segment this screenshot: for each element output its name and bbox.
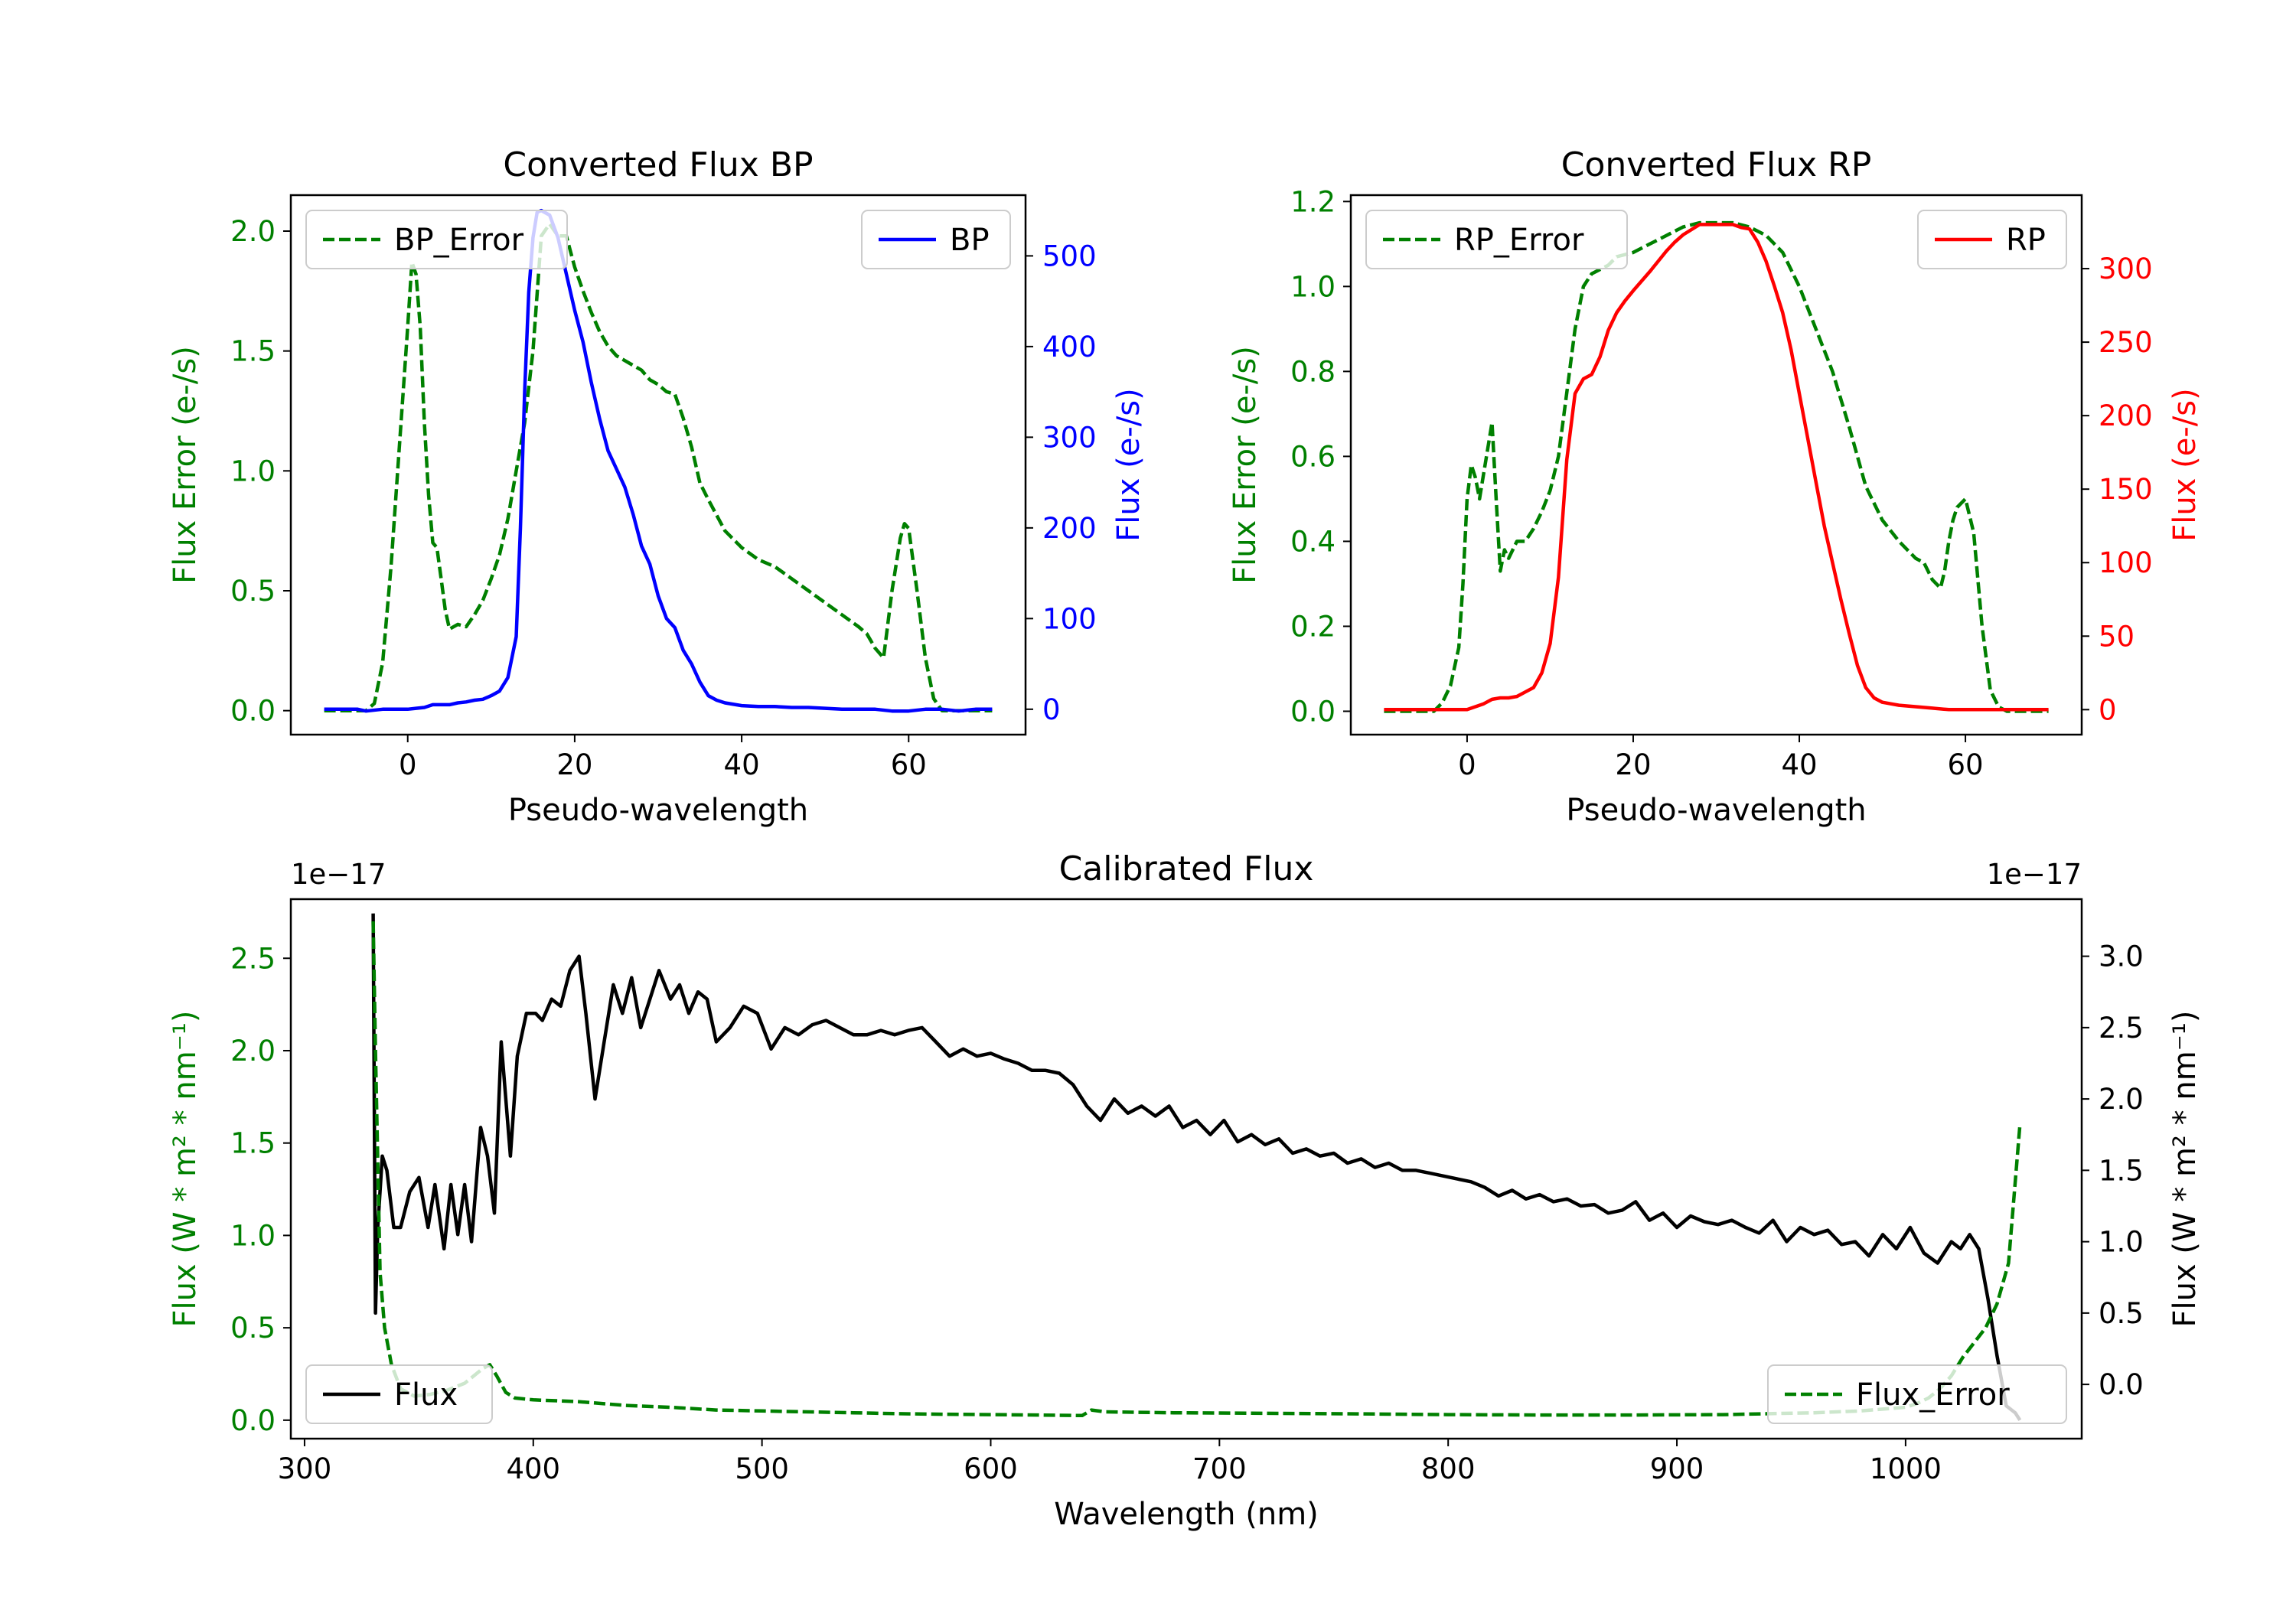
- series-flux-error-line: [371, 921, 2022, 1418]
- plot-frame: [1349, 194, 2083, 736]
- left-tick-label: 1.2: [1290, 185, 1336, 218]
- subplot-bp: Converted Flux BP 0 20 40 60 Pseudo-wavelengt…: [168, 145, 1146, 828]
- subplot-title: Converted Flux BP: [503, 145, 813, 184]
- subplot-title: Converted Flux RP: [1561, 145, 1872, 184]
- series-flux-line: [371, 913, 2022, 1422]
- left-tick-label: 0.4: [1290, 525, 1336, 558]
- x-tick-label: 60: [1948, 748, 1984, 781]
- legend-label: Flux_Error: [1856, 1377, 2010, 1413]
- left-tick-label: 2.5: [230, 942, 276, 975]
- subplot-cal: Calibrated Flux 300 400 500 600 700 800 900 1000…: [168, 849, 2203, 1532]
- legend-flux-error: Flux_Error: [1767, 1364, 2067, 1424]
- x-tick-label: 0: [399, 748, 417, 781]
- left-tick-label: 0.0: [230, 695, 276, 728]
- x-tick-label: 600: [964, 1452, 1018, 1485]
- right-axis-label: Flux (e-/s): [2167, 388, 2203, 541]
- legend-rp: RP: [1917, 210, 2067, 269]
- right-tick-label: 0.0: [2099, 1368, 2144, 1401]
- x-tick-label: 20: [556, 748, 592, 781]
- right-tick-label: 300: [1042, 421, 1097, 454]
- legend-label: RP: [2006, 223, 2046, 258]
- right-tick-label: 500: [1042, 240, 1097, 272]
- x-tick-label: 0: [1458, 748, 1476, 781]
- x-axis-label: Wavelength (nm): [1054, 1497, 1319, 1532]
- legend-box: [1365, 210, 1628, 269]
- left-tick-label: 0.6: [1290, 440, 1336, 473]
- legend-box: [305, 210, 568, 269]
- left-tick-label: 0.0: [230, 1404, 276, 1437]
- right-tick-label: 3.0: [2099, 940, 2144, 973]
- right-tick-label: 200: [1042, 512, 1097, 545]
- legend-box: [1767, 1364, 2067, 1424]
- left-tick-label: 1.5: [230, 1127, 276, 1160]
- x-tick-label: 800: [1421, 1452, 1476, 1485]
- right-tick-label: 0.5: [2099, 1297, 2144, 1330]
- left-axis-label: Flux (W * m² * nm⁻¹): [168, 1011, 203, 1328]
- x-tick-label: 60: [891, 748, 927, 781]
- series-rp-error-line: [1384, 220, 2049, 713]
- legend-bp: BP: [861, 210, 1011, 269]
- x-axis-label: Pseudo-wavelength: [508, 793, 808, 828]
- left-tick-label: 1.0: [230, 455, 276, 487]
- left-offset-text: 1e−17: [291, 858, 386, 891]
- right-tick-label: 100: [2099, 546, 2153, 579]
- x-tick-label: 40: [1781, 748, 1817, 781]
- subplot-rp: Converted Flux RP 0 20 40 60 Pseudo-wavelengt…: [1228, 145, 2203, 828]
- legend-label: RP_Error: [1454, 223, 1584, 258]
- right-tick-label: 200: [2099, 399, 2153, 432]
- right-tick-label: 150: [2099, 473, 2153, 506]
- left-tick-label: 0.0: [1290, 695, 1336, 728]
- x-tick-label: 400: [506, 1452, 560, 1485]
- left-tick-label: 2.0: [230, 215, 276, 248]
- legend-box: [305, 1364, 493, 1424]
- left-tick-label: 0.5: [230, 1312, 276, 1345]
- x-tick-label: 1000: [1870, 1452, 1942, 1485]
- x-tick-label: 300: [278, 1452, 332, 1485]
- right-tick-label: 0: [1042, 693, 1061, 726]
- left-tick-label: 0.8: [1290, 355, 1336, 388]
- series-bp-error-line: [324, 222, 993, 712]
- right-tick-label: 100: [1042, 602, 1097, 635]
- x-tick-label: 900: [1650, 1452, 1704, 1485]
- left-axis-label: Flux Error (e-/s): [168, 346, 203, 584]
- legend-flux: Flux: [305, 1364, 493, 1424]
- right-tick-label: 2.0: [2099, 1083, 2144, 1116]
- series-rp-line: [1384, 223, 2049, 712]
- left-tick-label: 1.0: [1290, 270, 1336, 303]
- left-tick-label: 0.2: [1290, 610, 1336, 643]
- left-axis-label: Flux Error (e-/s): [1228, 346, 1263, 584]
- left-tick-label: 0.5: [230, 575, 276, 608]
- legend-label: BP: [950, 223, 990, 258]
- left-tick-label: 1.5: [230, 335, 276, 368]
- legend-bp-error: BP_Error: [305, 210, 568, 269]
- right-tick-label: 250: [2099, 326, 2153, 359]
- right-tick-label: 50: [2099, 620, 2135, 653]
- right-tick-label: 400: [1042, 331, 1097, 363]
- left-tick-label: 2.0: [230, 1035, 276, 1068]
- x-tick-label: 20: [1615, 748, 1651, 781]
- legend-rp-error: RP_Error: [1365, 210, 1628, 269]
- plot-frame: [289, 194, 1027, 736]
- right-tick-label: 2.5: [2099, 1012, 2144, 1045]
- x-tick-label: 500: [735, 1452, 789, 1485]
- right-tick-label: 0: [2099, 693, 2117, 726]
- x-tick-label: 700: [1192, 1452, 1247, 1485]
- plot-frame: [289, 898, 2083, 1440]
- subplot-title: Calibrated Flux: [1059, 849, 1314, 888]
- right-tick-label: 1.5: [2099, 1154, 2144, 1187]
- right-offset-text: 1e−17: [1987, 858, 2082, 891]
- series-bp-line: [324, 208, 993, 713]
- right-axis-label: Flux (W * m² * nm⁻¹): [2167, 1011, 2203, 1328]
- legend-label: BP_Error: [394, 223, 524, 258]
- right-tick-label: 300: [2099, 253, 2153, 285]
- x-tick-label: 40: [724, 748, 760, 781]
- right-axis-label: Flux (e-/s): [1111, 388, 1146, 541]
- x-axis-label: Pseudo-wavelength: [1566, 793, 1866, 828]
- legend-label: Flux: [394, 1377, 458, 1413]
- left-tick-label: 1.0: [230, 1219, 276, 1252]
- right-tick-label: 1.0: [2099, 1226, 2144, 1259]
